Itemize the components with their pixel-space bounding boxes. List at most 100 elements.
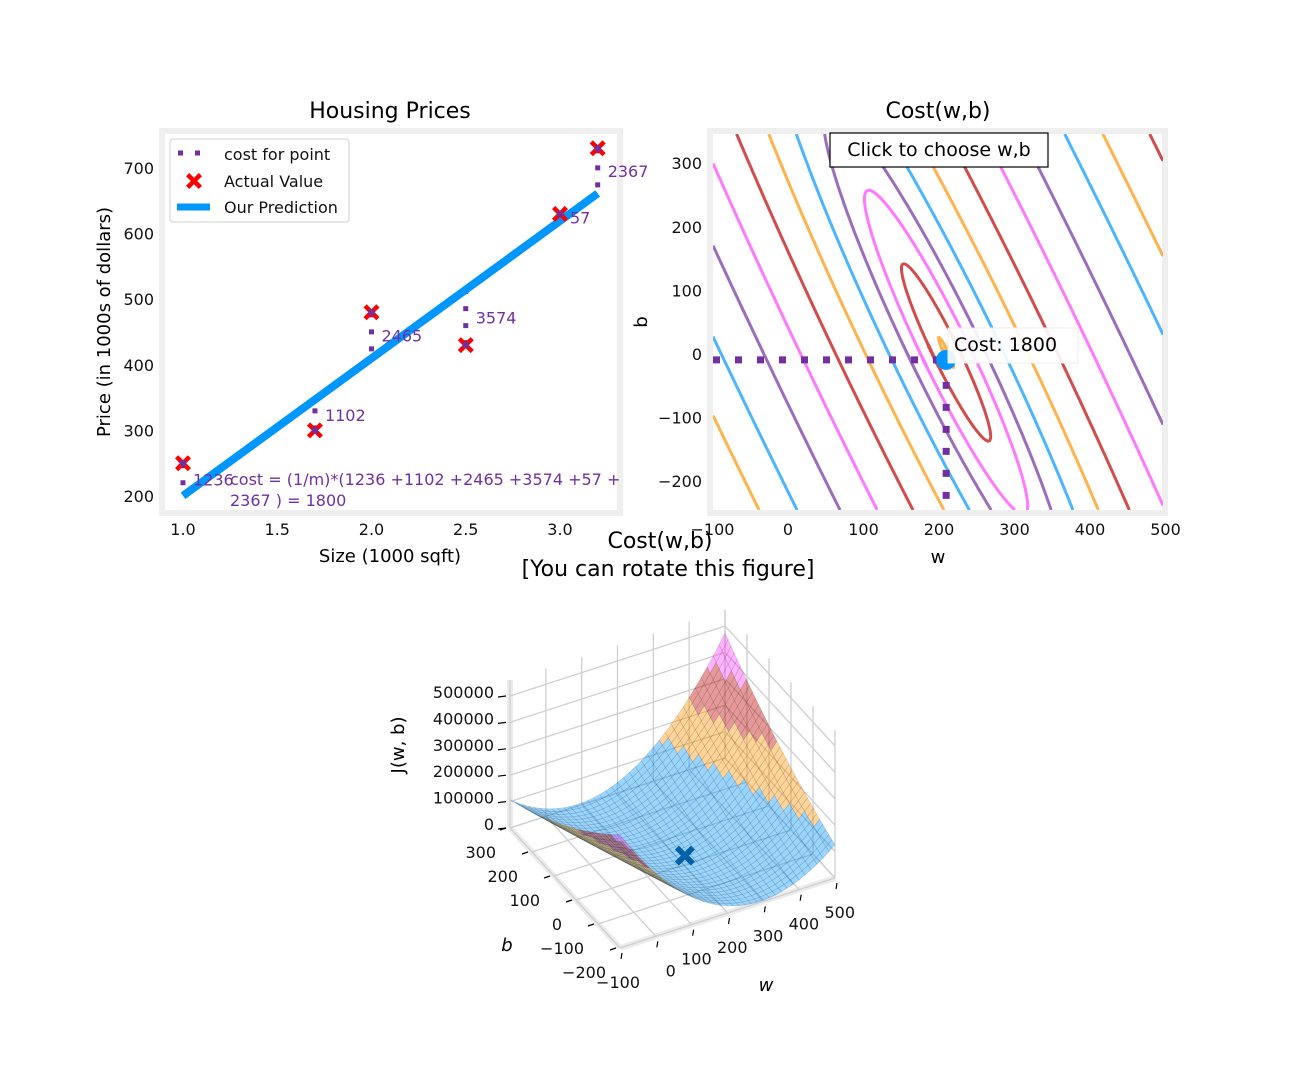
surface-patch — [592, 836, 602, 844]
surface-patch — [563, 806, 574, 812]
surface-patch — [644, 865, 656, 870]
surface-patch — [780, 832, 791, 845]
surface-patch — [665, 760, 675, 773]
surface-patch — [590, 810, 601, 817]
surface-patch — [728, 699, 738, 718]
y-tick-label: −200 — [658, 472, 702, 491]
surface-patch — [720, 886, 731, 892]
surface-patch — [663, 864, 674, 870]
surface-patch — [652, 872, 662, 879]
surface-patch — [792, 835, 803, 848]
surface-patch — [712, 668, 723, 687]
surface-patch — [785, 769, 796, 786]
surface-patch — [620, 817, 631, 825]
surface-patch — [698, 840, 709, 849]
surface-patch — [626, 776, 637, 787]
surface-patch — [746, 691, 756, 710]
b-tick — [499, 827, 507, 831]
surface-patch — [801, 797, 811, 812]
surface-patch — [570, 832, 581, 839]
surface-patch — [774, 879, 785, 889]
surface-patch — [653, 837, 664, 845]
y-axis-label: Price (in 1000s of dollars) — [94, 207, 115, 437]
surface-patch — [666, 860, 677, 866]
surface-patch — [555, 824, 565, 830]
surface-patch — [552, 823, 562, 829]
surface-patch — [635, 826, 646, 833]
floor-grid-line — [617, 792, 728, 914]
surface-patch — [699, 851, 710, 860]
surface-patch — [732, 898, 744, 904]
surface-patch — [579, 835, 589, 840]
surface-patch — [633, 863, 644, 868]
surface-patch — [756, 868, 767, 877]
choose-wb-button-box[interactable] — [829, 132, 1049, 168]
surface-patch — [735, 864, 746, 873]
wall-grid-line — [509, 678, 726, 750]
surface-patch — [572, 827, 584, 832]
surface-patch — [660, 873, 671, 878]
surface-patch — [634, 863, 644, 870]
surface-patch — [762, 835, 773, 847]
surface-patch — [795, 786, 805, 802]
surface-patch — [546, 818, 556, 825]
surface-patch — [782, 783, 793, 799]
surface-patch — [696, 876, 707, 882]
surface-patch — [786, 857, 797, 868]
surface-patch — [644, 853, 656, 859]
b-tick — [565, 899, 573, 903]
surface-patch — [677, 763, 688, 777]
surface-patch — [665, 792, 676, 804]
surface-patch — [661, 881, 671, 887]
wall-grid-line — [724, 678, 836, 800]
surface-patch — [591, 831, 603, 840]
surface-patch — [575, 811, 586, 817]
surface-patch — [603, 833, 615, 842]
z-tick — [497, 801, 507, 804]
contour-line — [713, 335, 799, 510]
surface-patch — [746, 736, 757, 753]
choose-wb-button-label[interactable]: Click to choose w,b — [847, 139, 1030, 161]
surface-patch — [618, 847, 630, 855]
surface-patch — [534, 812, 544, 818]
surface-patch — [753, 896, 764, 903]
surface-patch — [719, 830, 730, 841]
surface-patch — [624, 862, 635, 868]
z-tick-label: 400000 — [433, 709, 494, 728]
surface-patch — [567, 830, 577, 836]
cost-contour-chart[interactable]: Cost(w,b) −100 0 100 200 300 400 500 300 200 100 0… — [631, 99, 1181, 568]
surface-patch — [588, 842, 599, 849]
surface-patch — [593, 794, 604, 802]
surface-patch — [644, 802, 655, 813]
surface-patch — [601, 846, 611, 853]
surface-patch — [714, 879, 725, 886]
surface-patch — [768, 812, 778, 826]
surface-patch — [765, 807, 775, 821]
surface-patch — [555, 822, 566, 829]
surface-patch — [560, 816, 571, 821]
plot-area[interactable] — [707, 128, 1168, 516]
surface-patch — [605, 786, 616, 796]
surface-patch — [544, 808, 556, 812]
surface-patch — [649, 874, 659, 880]
surface-patch — [581, 800, 592, 807]
surface-patch — [644, 789, 655, 800]
surface-patch — [773, 786, 784, 802]
surface-patch — [737, 672, 747, 691]
surface-patch — [716, 811, 727, 823]
surface-patch — [575, 818, 586, 823]
surface-patch — [543, 817, 553, 824]
wall-grid-line — [724, 731, 836, 853]
x-tick-label: 200 — [924, 520, 955, 539]
x-tick-label: −100 — [691, 520, 735, 539]
choose-wb-button[interactable]: Click to choose w,b — [829, 132, 1049, 168]
cost-surface-chart[interactable]: Cost(w,b) [You can rotate this figure] 0… — [388, 529, 855, 996]
surface-patch — [771, 817, 781, 831]
surface-patch — [640, 870, 650, 876]
surface-patch — [780, 797, 790, 812]
surface-patch — [740, 701, 750, 720]
surface-patch — [642, 869, 653, 875]
surface-patch — [665, 852, 677, 859]
surface-patch — [686, 823, 697, 833]
surface-patch — [683, 831, 694, 841]
